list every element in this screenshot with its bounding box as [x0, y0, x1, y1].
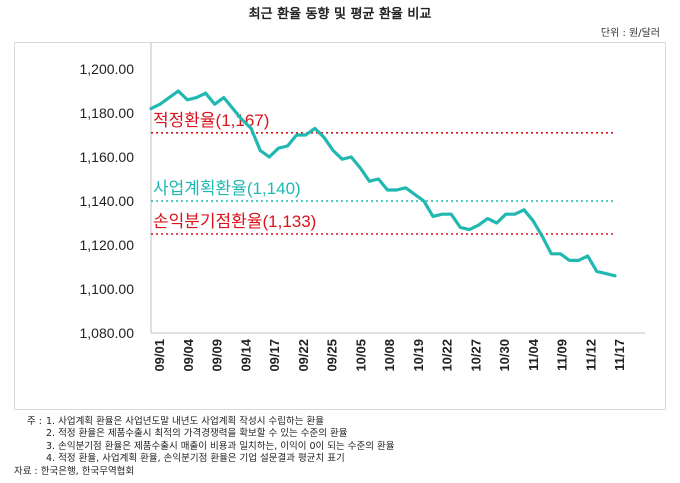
- x-tick-label: 09/14: [238, 338, 253, 371]
- note-row: 2. 적정 환율은 제품수출시 최적의 가격경쟁력을 확보할 수 있는 수준의 …: [14, 428, 674, 440]
- x-tick-label: 09/04: [181, 338, 196, 371]
- x-tick-label: 09/17: [267, 339, 282, 372]
- x-tick-label: 09/09: [210, 339, 225, 372]
- x-tick-label: 11/12: [583, 339, 598, 371]
- exchange-rate-chart: 1,080.00 1,100.00 1,120.00 1,140.00 1,160.00…: [80, 43, 645, 372]
- y-tick-label: 1,200.00: [80, 61, 135, 77]
- y-tick-label: 1,160.00: [80, 149, 135, 165]
- note-row: 주 : 1. 사업계획 환율은 사업년도말 내년도 사업계획 작성시 수립하는 환…: [14, 416, 674, 428]
- note-item: 3. 손익분기점 환율은 제품수출시 매출이 비용과 일치하는, 이익이 0이 …: [46, 440, 395, 452]
- chart-frame: 1,080.00 1,100.00 1,120.00 1,140.00 1,160.00…: [14, 42, 666, 410]
- x-tick-label: 10/05: [353, 339, 368, 372]
- note-row: 3. 손익분기점 환율은 제품수출시 매출이 비용과 일치하는, 이익이 0이 …: [14, 441, 674, 453]
- note-prefix: 주 :: [27, 416, 42, 427]
- source-note: 자료 : 한국은행, 한국무역협회: [14, 465, 135, 477]
- note-item: 1. 사업계획 환율은 사업년도말 내년도 사업계획 작성시 수립하는 환율: [46, 416, 324, 427]
- reference-line-label: 손익분기점환율(1,133): [153, 212, 316, 231]
- y-tick-label: 1,140.00: [80, 193, 135, 209]
- x-tick-label: 10/22: [440, 339, 455, 372]
- x-tick-label: 10/27: [468, 339, 483, 372]
- reference-line-label: 적정환율(1,167): [153, 111, 269, 130]
- x-tick-label: 10/08: [382, 339, 397, 372]
- note-row: 4. 적정 환율, 사업계획 환율, 손익분기점 환율은 기업 설문결과 평균치…: [14, 453, 674, 465]
- y-tick-label: 1,120.00: [80, 237, 135, 253]
- series-line: [149, 89, 617, 278]
- x-tick-label: 09/01: [152, 339, 167, 372]
- reference-line-label: 사업계획환율(1,140): [153, 179, 301, 198]
- unit-label: 단위 : 원/달러: [600, 28, 660, 39]
- x-tick-label: 10/19: [411, 339, 426, 372]
- x-tick-label: 11/04: [526, 338, 541, 371]
- note-item: 4. 적정 환율, 사업계획 환율, 손익분기점 환율은 기업 설문결과 평균치…: [46, 453, 345, 465]
- x-tick-label: 11/17: [612, 339, 627, 371]
- x-tick-label: 09/22: [296, 339, 311, 372]
- chart-title: 최근 환율 동향 및 평균 환율 비교: [248, 7, 432, 22]
- x-tick-label: 10/30: [497, 339, 512, 372]
- x-tick-label: 09/25: [325, 339, 340, 372]
- y-tick-label: 1,080.00: [80, 325, 135, 341]
- y-tick-label: 1,180.00: [80, 105, 135, 121]
- footnotes: 주 : 1. 사업계획 환율은 사업년도말 내년도 사업계획 작성시 수립하는 환…: [14, 416, 674, 478]
- note-item: 2. 적정 환율은 제품수출시 최적의 가격경쟁력을 확보할 수 있는 수준의 …: [46, 428, 348, 440]
- y-tick-label: 1,100.00: [80, 281, 135, 297]
- x-tick-label: 11/09: [555, 339, 570, 371]
